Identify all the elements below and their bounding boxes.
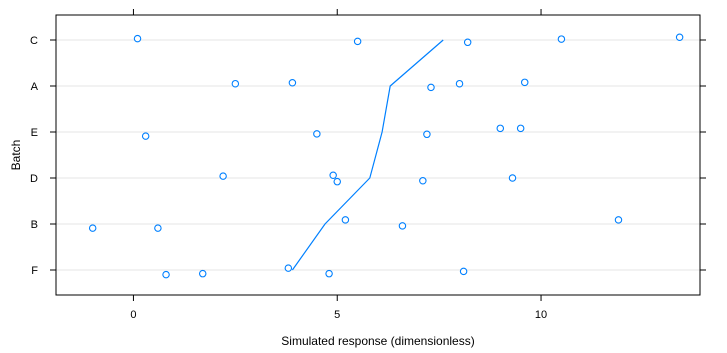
data-point-e (423, 130, 431, 139)
x-tick-label: 5 (334, 309, 340, 321)
y-tick-label-f: F (31, 265, 38, 277)
data-point-f (325, 269, 333, 278)
data-point-f (284, 264, 293, 272)
data-point-f (459, 267, 468, 276)
data-point-e (313, 130, 321, 138)
trend-line-layer (291, 39, 444, 271)
data-point-f (162, 270, 170, 279)
plot-panel-border (55, 14, 701, 296)
data-point-b (398, 222, 407, 230)
data-point-d (333, 177, 341, 186)
y-tick-label-a: A (31, 81, 39, 93)
data-point-c (133, 34, 142, 43)
data-point-a (231, 79, 240, 88)
y-axis-title: Batch (9, 140, 23, 171)
x-tick-label: 10 (535, 309, 547, 321)
data-point-a (455, 79, 464, 88)
data-point-a (288, 79, 297, 87)
data-point-a (520, 78, 529, 87)
data-point-b (614, 216, 623, 224)
data-point-d (508, 174, 517, 182)
y-tick-label-c: C (30, 35, 38, 47)
trend-line (291, 39, 444, 271)
data-point-d (329, 171, 337, 179)
data-point-c (675, 33, 684, 41)
data-point-e (496, 124, 505, 133)
data-point-d (219, 172, 227, 180)
x-axis-title: Simulated response (dimensionless) (281, 334, 474, 348)
data-point-b (341, 216, 350, 224)
y-tick-label-e: E (31, 127, 38, 139)
x-axis-ticks: 0 5 10 (130, 9, 547, 321)
data-point-b (154, 224, 162, 232)
data-point-e (141, 132, 150, 140)
data-point-f (198, 269, 207, 278)
data-point-c (557, 35, 566, 43)
data-point-e (516, 124, 525, 133)
data-point-b (88, 224, 97, 232)
y-tick-label-d: D (30, 173, 38, 185)
y-axis-ticks: F B D E A C (30, 35, 706, 277)
data-point-d (419, 177, 427, 185)
data-point-a (427, 83, 435, 92)
grid-lines (56, 39, 700, 271)
y-tick-label-b: B (31, 219, 38, 231)
data-point-c (353, 37, 362, 46)
data-points (88, 33, 684, 279)
data-point-c (463, 38, 472, 47)
x-tick-label: 0 (130, 309, 136, 321)
